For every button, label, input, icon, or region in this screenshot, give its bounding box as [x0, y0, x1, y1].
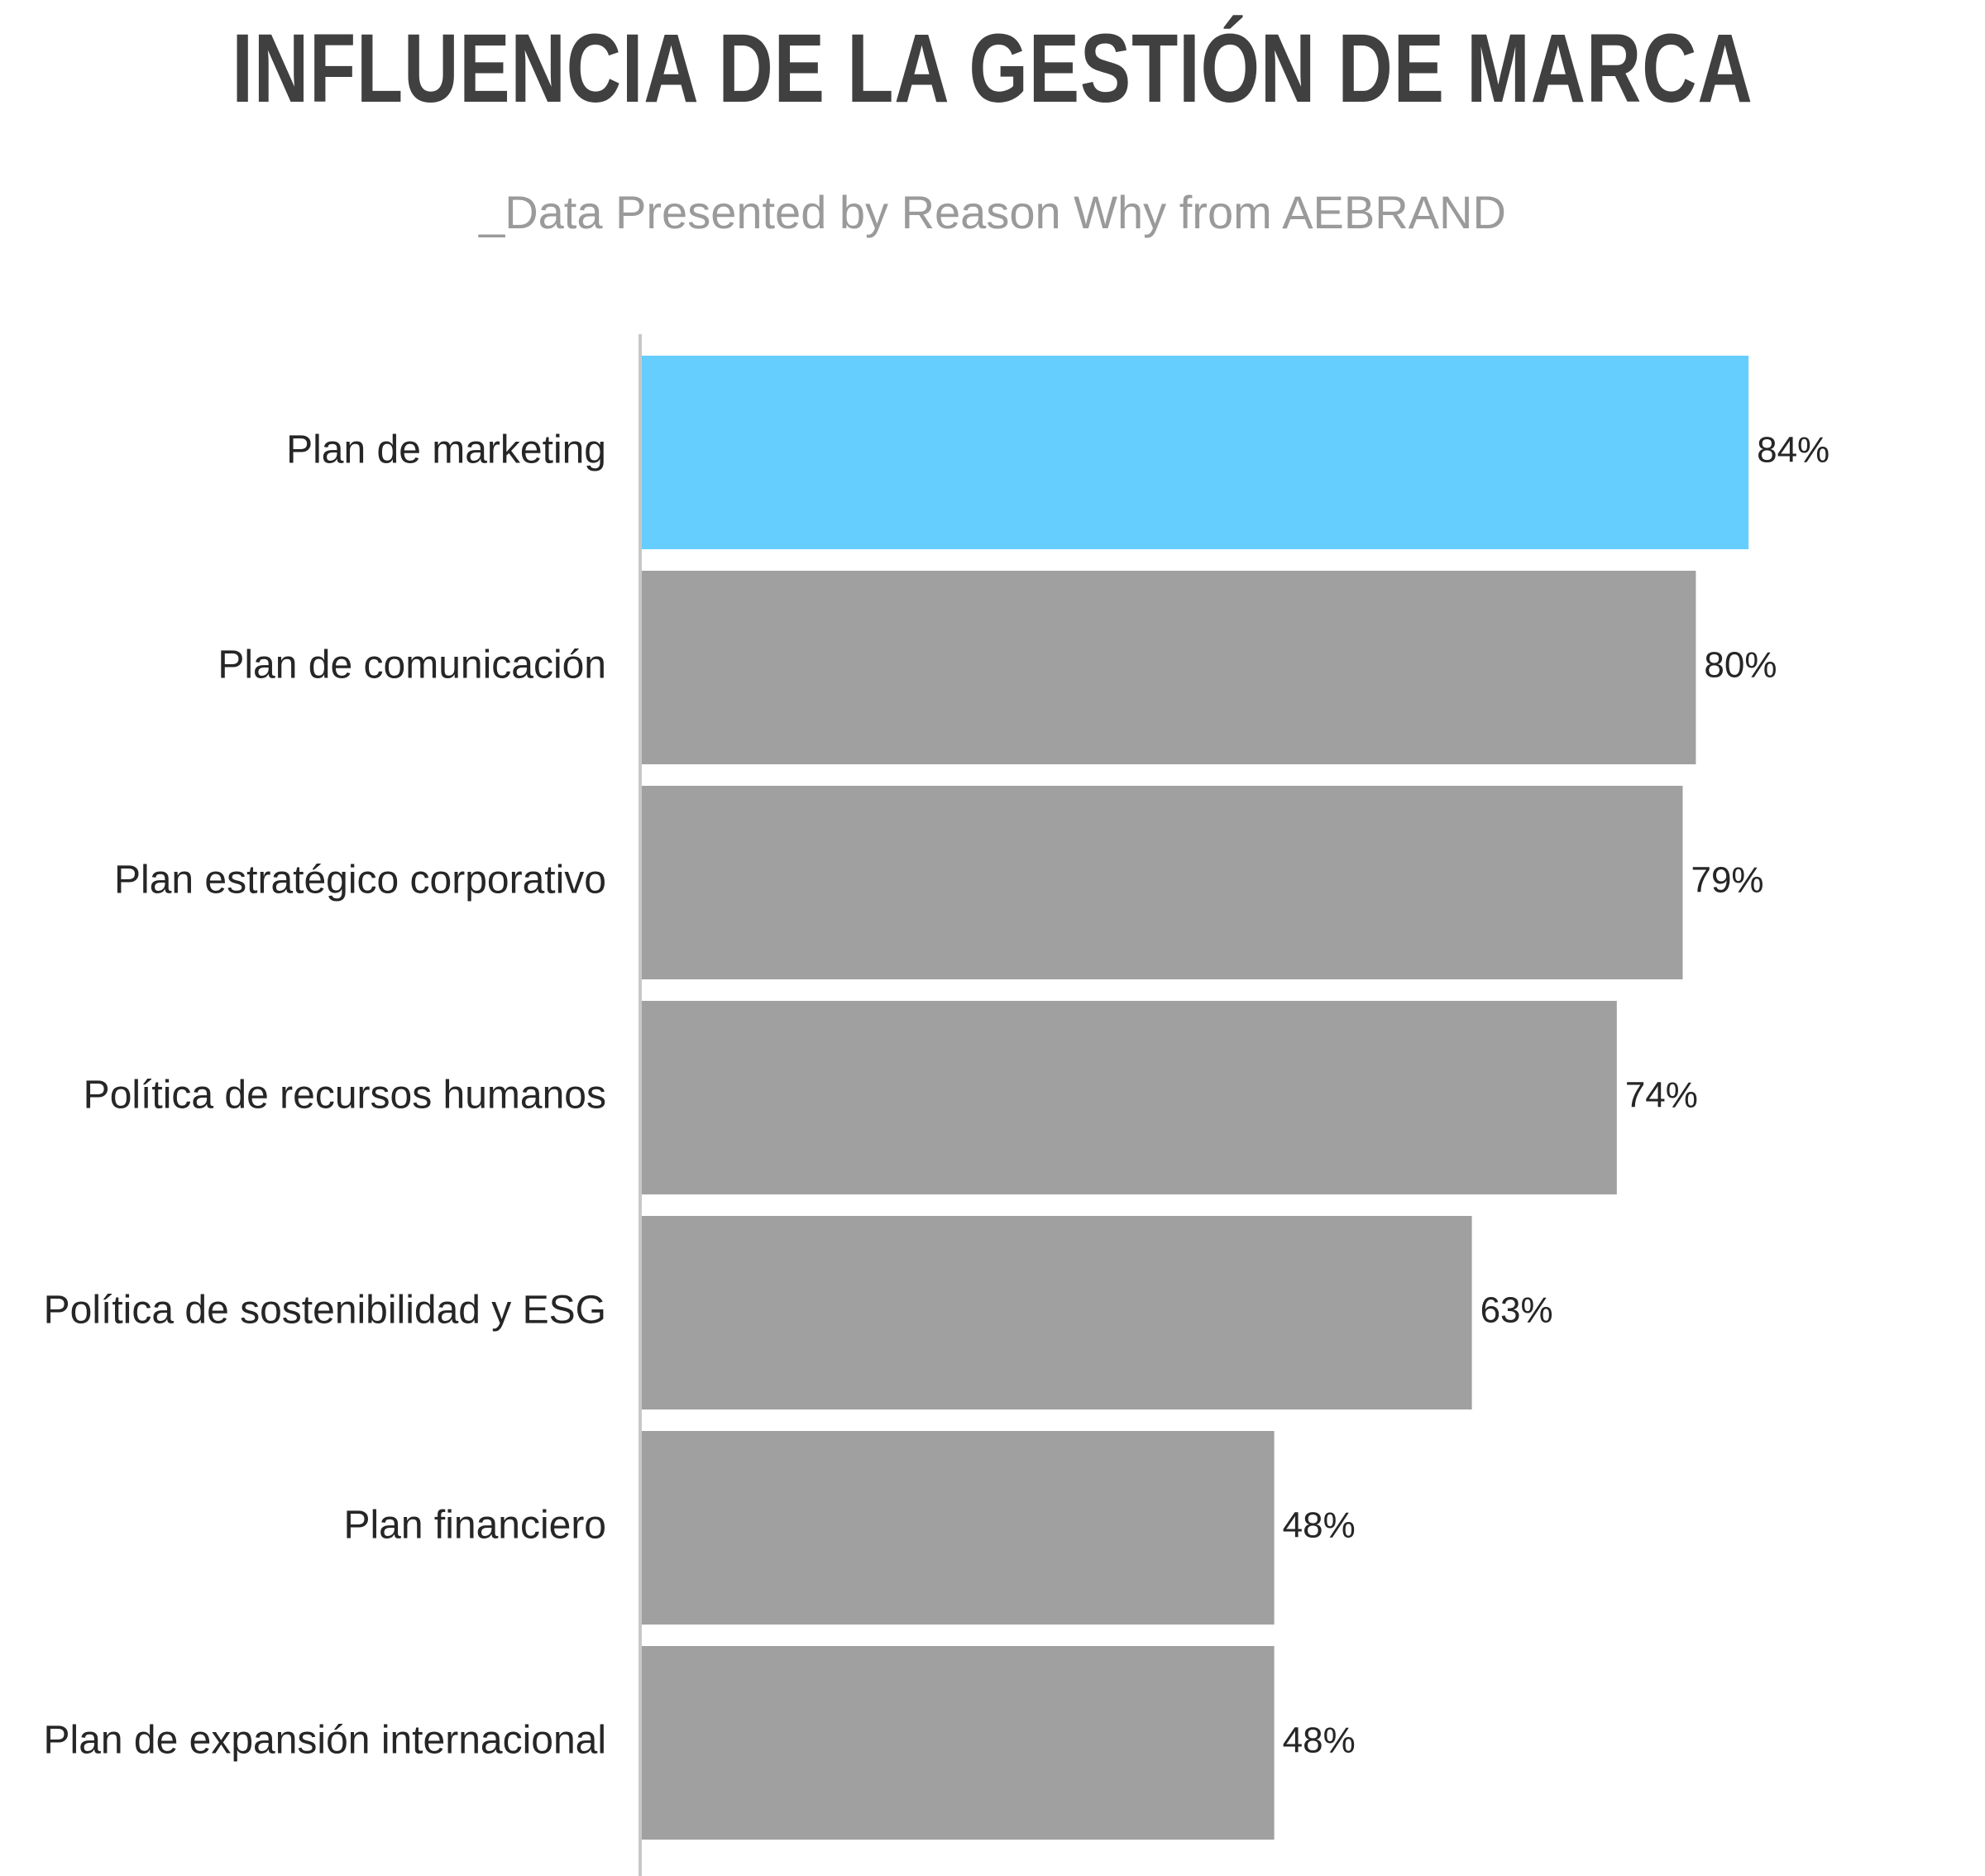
category-label-6: Plan financiero	[343, 1504, 606, 1548]
value-label-4: 74%	[1625, 1075, 1698, 1116]
value-label-7: 48%	[1283, 1720, 1356, 1761]
bars-group	[642, 356, 1749, 1840]
category-label-1: Plan de marketing	[286, 428, 606, 472]
category-labels-group: Plan de marketing Plan de comunicación Pla…	[44, 428, 606, 1763]
bar-5	[642, 1216, 1472, 1409]
category-label-5: Política de sostenibilidad y ESG	[44, 1289, 606, 1333]
bar-2	[642, 571, 1696, 764]
bar-4	[642, 1001, 1617, 1194]
category-label-7: Plan de expansión internacional	[44, 1719, 606, 1763]
chart-title: INFLUENCIA DE LA GESTIÓN DE MARCA	[232, 14, 1753, 123]
value-label-5: 63%	[1480, 1290, 1553, 1331]
bar-3	[642, 786, 1683, 979]
value-labels-group: 84% 80% 79% 74% 63% 48% 48%	[1283, 430, 1830, 1761]
chart-subtitle: _Data Presented by Reason Why from AEBRA…	[479, 186, 1506, 238]
value-label-6: 48%	[1283, 1505, 1356, 1546]
bar-7	[642, 1646, 1275, 1840]
bar-1	[642, 356, 1749, 549]
category-label-4: Política de recursos humanos	[84, 1074, 606, 1117]
value-label-2: 80%	[1704, 645, 1777, 686]
value-label-1: 84%	[1757, 430, 1830, 471]
bar-6	[642, 1431, 1275, 1625]
value-label-3: 79%	[1691, 860, 1763, 901]
category-label-3: Plan estratégico corporativo	[114, 859, 606, 902]
category-label-2: Plan de comunicación	[218, 644, 606, 687]
